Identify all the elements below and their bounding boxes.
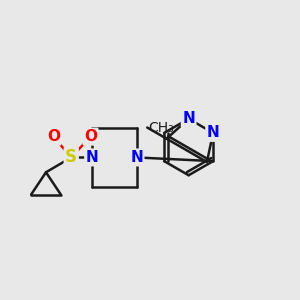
Text: N: N	[86, 150, 98, 165]
Text: CH₃: CH₃	[149, 121, 175, 134]
Text: S: S	[65, 148, 77, 166]
Text: O: O	[84, 129, 97, 144]
Text: N: N	[130, 150, 143, 165]
Text: N: N	[182, 111, 195, 126]
Text: O: O	[47, 129, 60, 144]
Text: N: N	[207, 125, 220, 140]
